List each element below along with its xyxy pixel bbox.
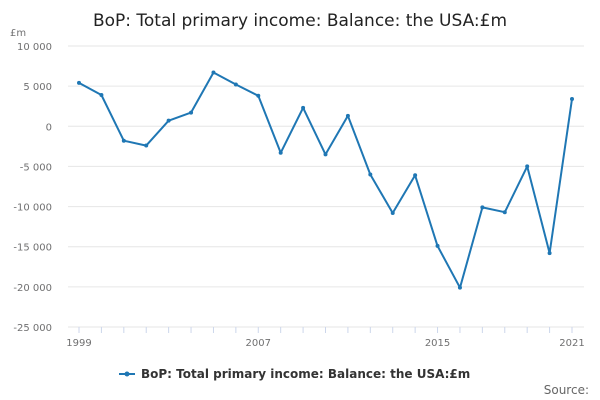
x-tick-label: 2007 xyxy=(246,338,271,349)
data-point xyxy=(144,143,149,148)
y-tick-label: -10 000 xyxy=(13,203,52,214)
data-point xyxy=(435,243,440,248)
gridlines xyxy=(68,45,584,328)
data-point xyxy=(368,172,373,177)
data-point xyxy=(278,150,283,155)
x-tick-label: 2021 xyxy=(559,338,584,349)
y-axis-unit-label: £m xyxy=(10,28,26,39)
data-point xyxy=(525,164,530,169)
y-tick-label: 0 xyxy=(46,122,52,133)
data-point xyxy=(166,118,171,123)
data-point xyxy=(413,173,418,178)
data-point xyxy=(480,205,485,210)
data-point xyxy=(99,92,104,97)
y-tick-label: 5 000 xyxy=(23,82,52,93)
y-tick-label: -5 000 xyxy=(20,162,52,173)
data-point xyxy=(301,105,306,110)
y-tick-label: 10 000 xyxy=(17,42,52,53)
legend-label: BoP: Total primary income: Balance: the … xyxy=(141,367,470,381)
chart-title: BoP: Total primary income: Balance: the … xyxy=(93,11,507,31)
source-label: Source: xyxy=(544,383,589,397)
data-point xyxy=(457,285,462,290)
data-point xyxy=(323,152,328,157)
y-tick-label: -15 000 xyxy=(13,243,52,254)
data-point xyxy=(256,93,261,98)
data-point xyxy=(121,138,126,143)
legend-point-marker xyxy=(124,371,130,377)
data-point xyxy=(547,251,552,256)
x-tick-label: 2015 xyxy=(425,338,450,349)
data-point xyxy=(345,113,350,118)
data-point xyxy=(77,80,81,85)
x-tick-label: 1999 xyxy=(66,338,91,349)
plot-area xyxy=(77,70,574,290)
data-point xyxy=(189,110,194,115)
series-line xyxy=(78,71,573,289)
y-tick-label: -20 000 xyxy=(13,283,52,294)
x-axis: 1999 2007 2015 2021 xyxy=(66,327,585,349)
data-point xyxy=(211,70,216,75)
data-point xyxy=(502,210,507,215)
y-tick-label: -25 000 xyxy=(13,323,52,334)
data-point xyxy=(233,82,238,87)
data-point xyxy=(570,96,574,101)
legend[interactable]: BoP: Total primary income: Balance: the … xyxy=(119,367,470,381)
data-point xyxy=(390,210,395,215)
y-axis: 10 000 5 000 0 -5 000 -10 000 -15 000 -20 000 -… xyxy=(13,42,52,334)
